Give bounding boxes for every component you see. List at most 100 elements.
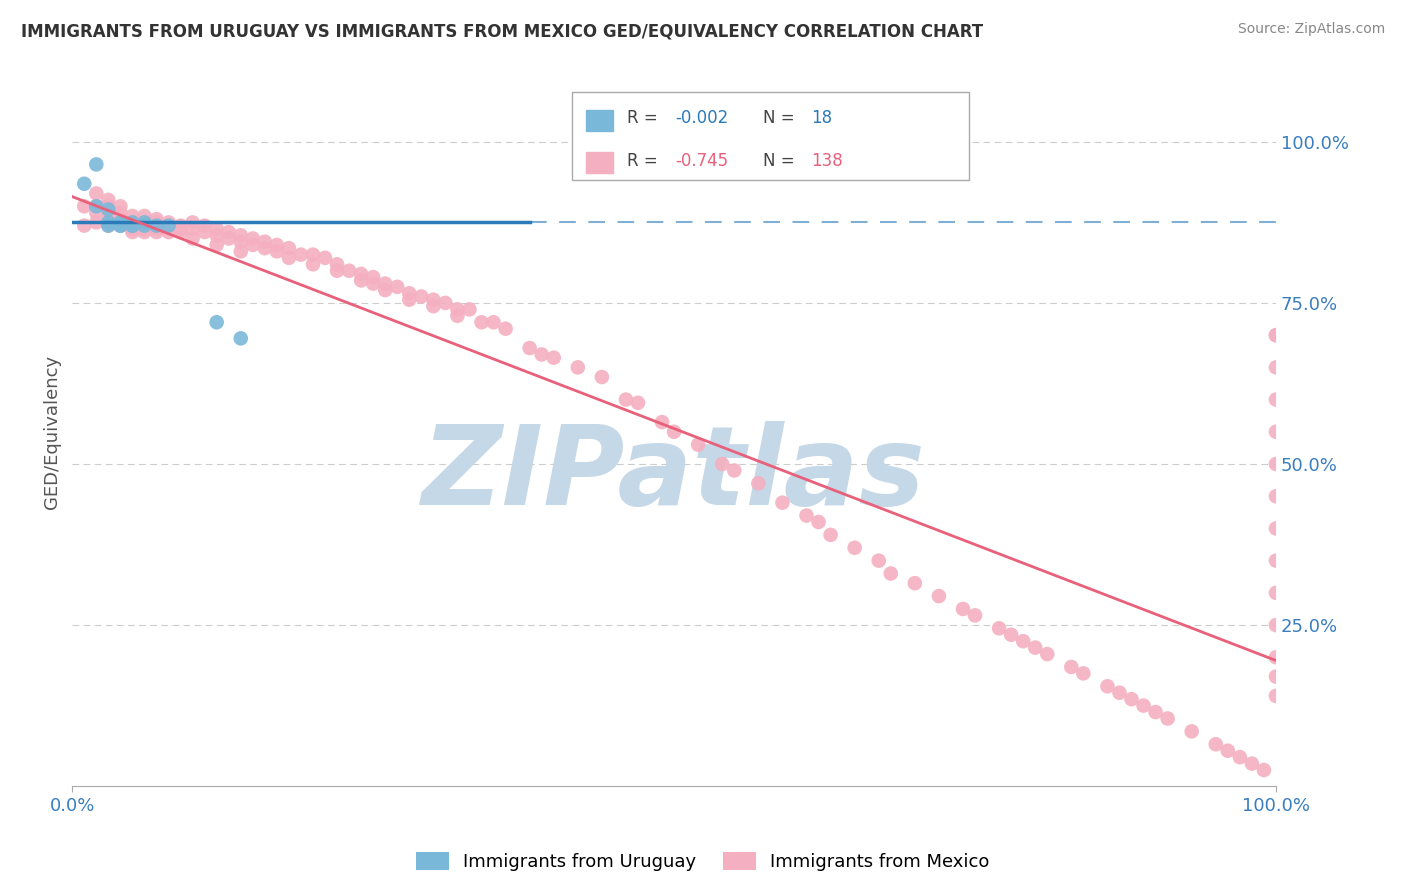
- Point: [326, 257, 349, 271]
- Point: [205, 222, 228, 236]
- Point: [387, 280, 409, 294]
- Point: [229, 244, 252, 259]
- Point: [928, 589, 950, 603]
- Point: [361, 270, 384, 285]
- Point: [134, 215, 156, 229]
- Point: [157, 219, 180, 233]
- Text: N =: N =: [763, 152, 800, 169]
- Point: [963, 608, 986, 623]
- Point: [1108, 686, 1130, 700]
- Point: [1265, 360, 1288, 375]
- Point: [229, 331, 252, 345]
- Point: [121, 219, 143, 233]
- Point: [495, 322, 517, 336]
- Point: [1265, 489, 1288, 503]
- Point: [277, 251, 299, 265]
- Point: [266, 238, 288, 252]
- Legend: Immigrants from Uruguay, Immigrants from Mexico: Immigrants from Uruguay, Immigrants from…: [409, 845, 997, 879]
- Point: [1265, 670, 1288, 684]
- Point: [988, 621, 1011, 635]
- Point: [97, 202, 120, 217]
- Point: [1265, 392, 1288, 407]
- Point: [326, 264, 349, 278]
- Point: [194, 219, 217, 233]
- Point: [807, 515, 830, 529]
- Point: [97, 219, 120, 233]
- Point: [218, 231, 240, 245]
- Point: [205, 315, 228, 329]
- Point: [97, 199, 120, 213]
- Point: [242, 238, 264, 252]
- Point: [73, 219, 96, 233]
- Point: [434, 296, 457, 310]
- Point: [134, 209, 156, 223]
- Point: [194, 225, 217, 239]
- Point: [205, 238, 228, 252]
- Point: [1265, 554, 1288, 568]
- Point: [1265, 521, 1288, 535]
- Point: [169, 222, 191, 236]
- Point: [820, 528, 842, 542]
- Point: [302, 247, 325, 261]
- Point: [398, 293, 420, 307]
- Point: [350, 267, 373, 281]
- Point: [868, 554, 890, 568]
- Point: [880, 566, 903, 581]
- Point: [1000, 628, 1022, 642]
- Point: [1265, 650, 1288, 665]
- Point: [747, 476, 769, 491]
- Point: [1024, 640, 1046, 655]
- Point: [110, 219, 132, 233]
- Point: [97, 209, 120, 223]
- Point: [952, 602, 974, 616]
- Point: [121, 209, 143, 223]
- Point: [84, 215, 107, 229]
- Point: [458, 302, 481, 317]
- Point: [591, 370, 613, 384]
- Point: [110, 215, 132, 229]
- Point: [84, 205, 107, 219]
- Point: [530, 347, 553, 361]
- Point: [134, 215, 156, 229]
- Point: [157, 219, 180, 233]
- Point: [337, 264, 360, 278]
- Point: [446, 302, 468, 317]
- Point: [1229, 750, 1251, 764]
- Point: [110, 219, 132, 233]
- Point: [1121, 692, 1143, 706]
- Point: [73, 177, 96, 191]
- Text: IMMIGRANTS FROM URUGUAY VS IMMIGRANTS FROM MEXICO GED/EQUIVALENCY CORRELATION CH: IMMIGRANTS FROM URUGUAY VS IMMIGRANTS FR…: [21, 22, 983, 40]
- Text: -0.745: -0.745: [675, 152, 728, 169]
- Point: [84, 157, 107, 171]
- Point: [97, 193, 120, 207]
- Point: [651, 415, 673, 429]
- Point: [470, 315, 492, 329]
- Point: [711, 457, 734, 471]
- Point: [253, 235, 276, 249]
- Point: [181, 222, 204, 236]
- Point: [290, 247, 312, 261]
- Point: [1265, 425, 1288, 439]
- Point: [411, 289, 433, 303]
- FancyBboxPatch shape: [572, 92, 969, 180]
- Point: [1156, 711, 1178, 725]
- Point: [134, 222, 156, 236]
- Point: [181, 231, 204, 245]
- Point: [1253, 763, 1275, 777]
- Point: [205, 228, 228, 243]
- Point: [110, 205, 132, 219]
- Point: [1132, 698, 1154, 713]
- Point: [314, 251, 336, 265]
- Point: [1012, 634, 1035, 648]
- Point: [1265, 618, 1288, 632]
- Point: [121, 215, 143, 229]
- Text: N =: N =: [763, 109, 800, 128]
- Point: [110, 212, 132, 227]
- Point: [662, 425, 685, 439]
- Point: [97, 215, 120, 229]
- Point: [121, 222, 143, 236]
- Y-axis label: GED/Equivalency: GED/Equivalency: [44, 355, 60, 508]
- Bar: [586, 152, 613, 173]
- Point: [145, 212, 167, 227]
- Point: [229, 235, 252, 249]
